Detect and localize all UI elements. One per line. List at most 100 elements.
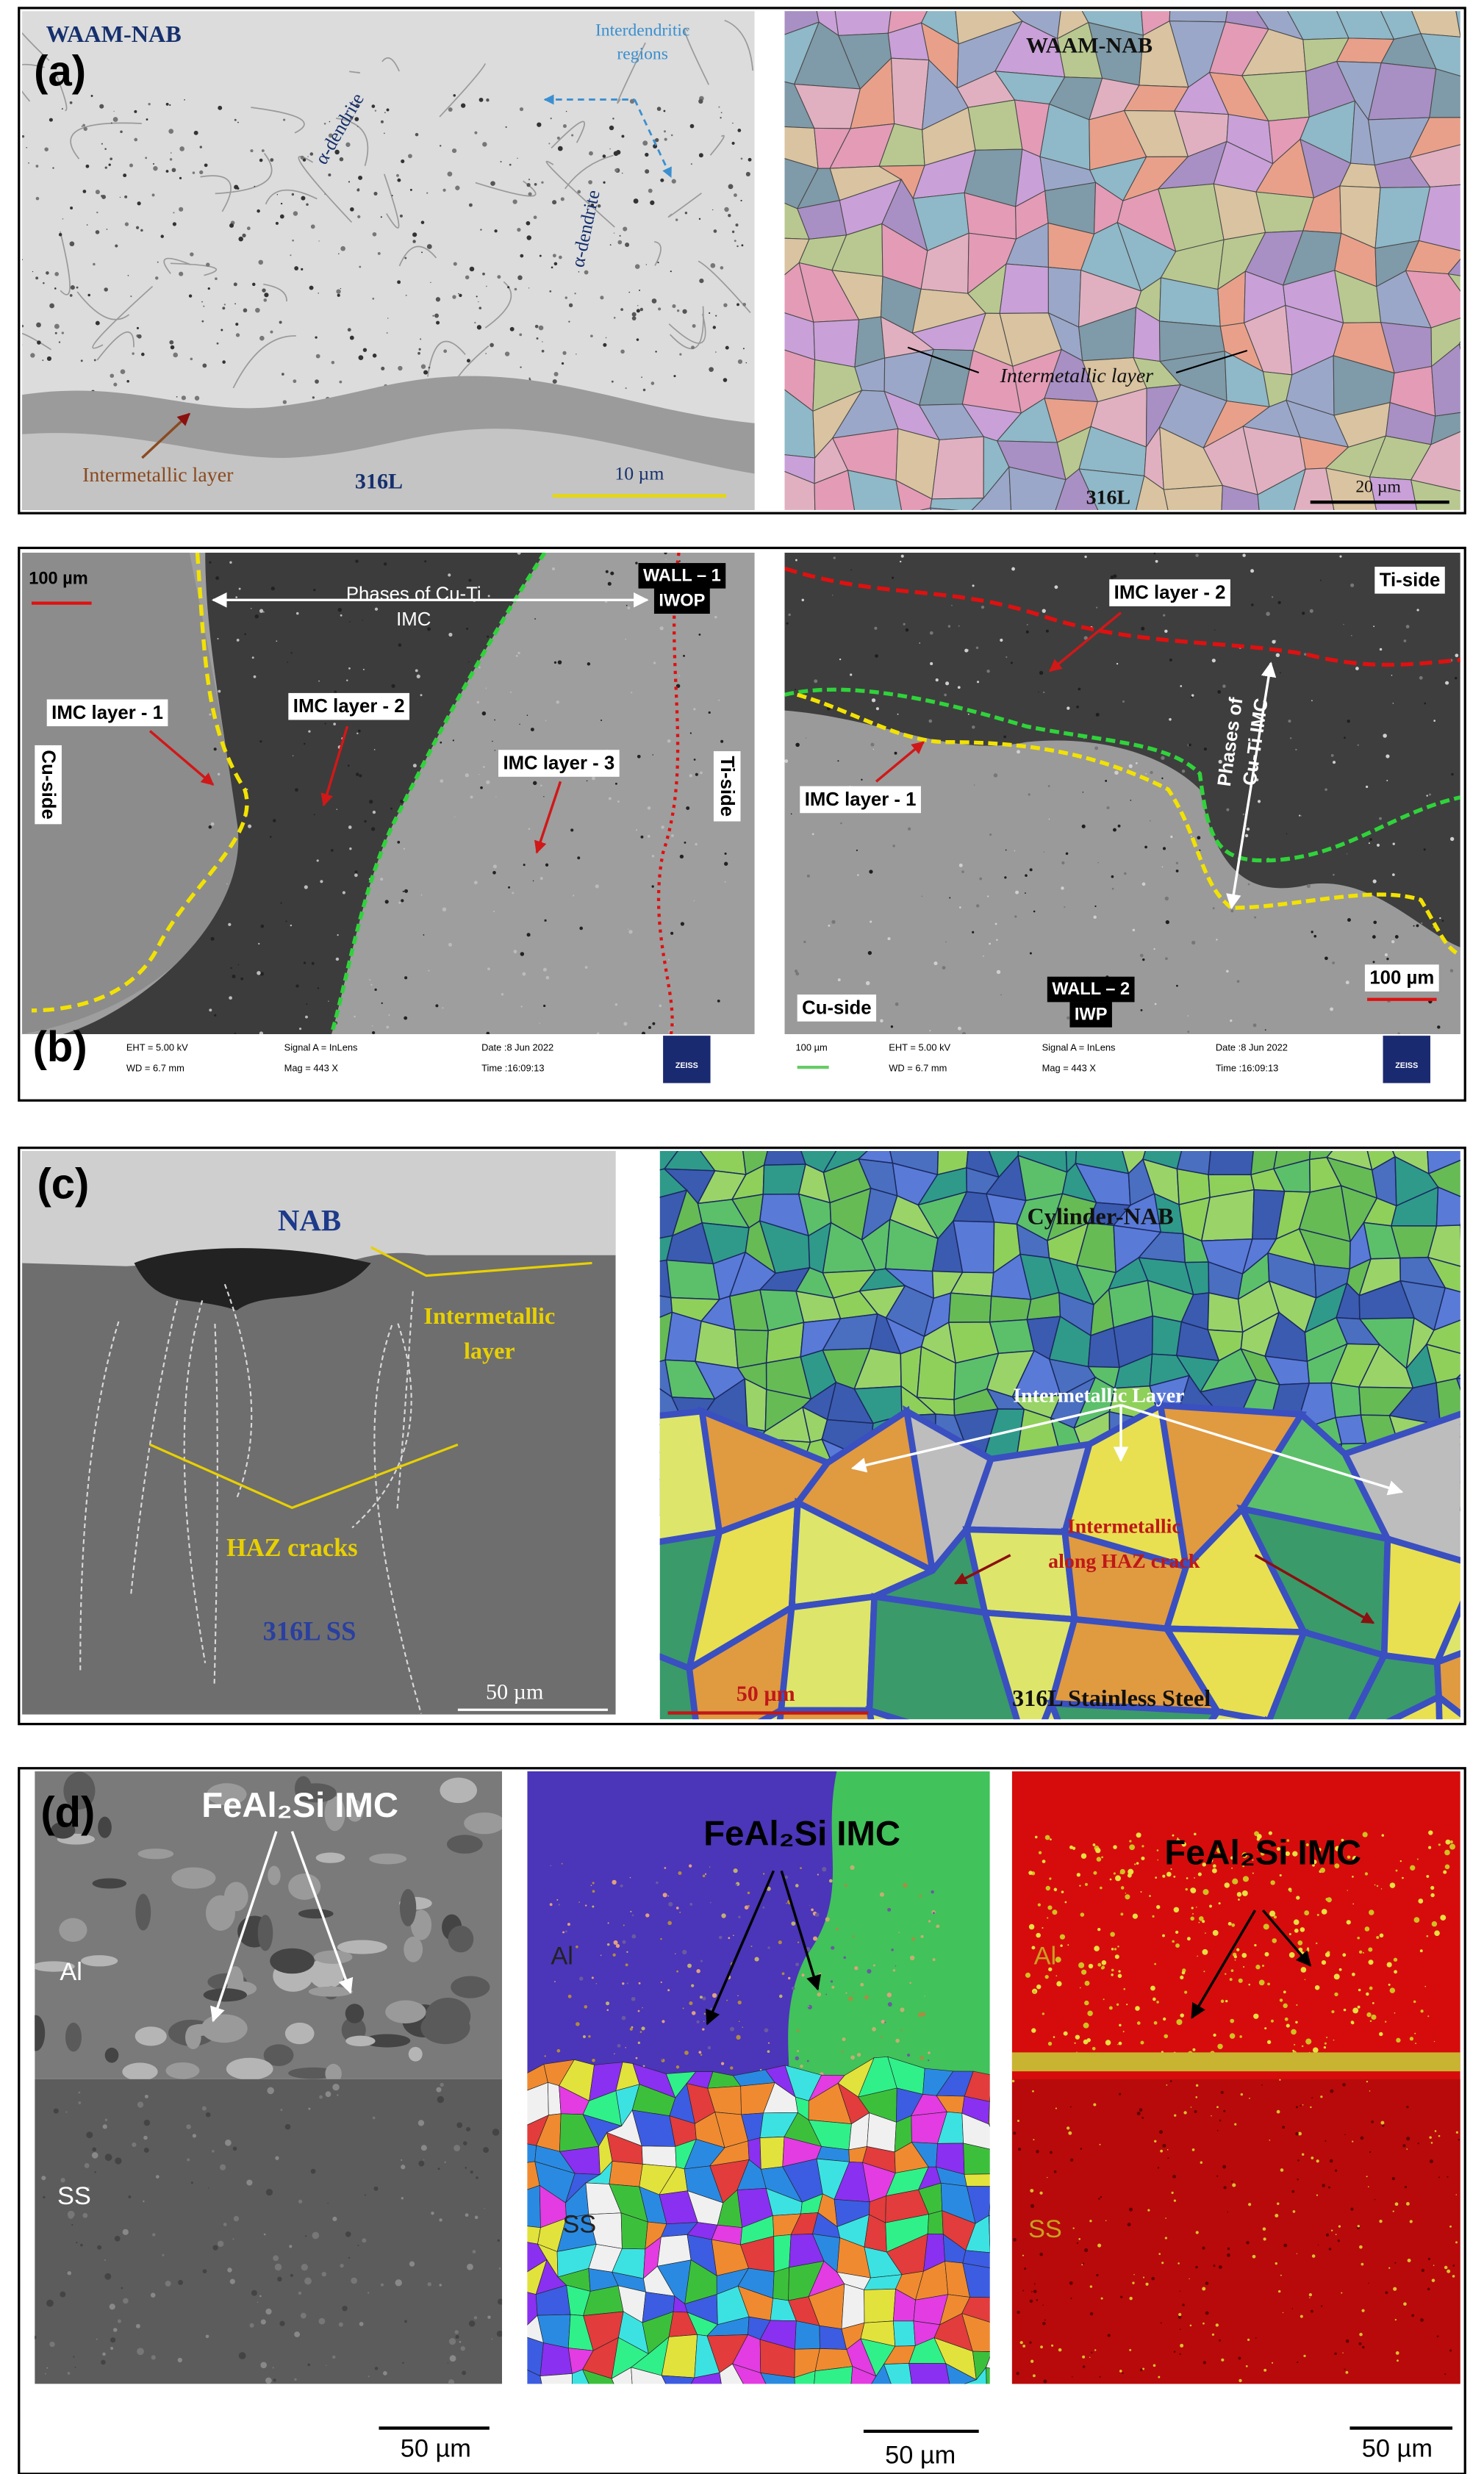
speck — [311, 961, 315, 965]
grain — [1294, 467, 1335, 510]
grain — [795, 2320, 820, 2350]
speck — [1055, 1889, 1057, 1892]
speck — [508, 886, 511, 889]
speck — [1334, 1992, 1338, 1997]
speck — [1394, 2318, 1397, 2321]
speck — [179, 176, 182, 179]
speck — [551, 567, 556, 571]
grain — [1078, 468, 1145, 510]
grain — [314, 1950, 353, 1964]
speck — [402, 890, 404, 892]
speck — [764, 2028, 769, 2033]
speck — [1234, 2123, 1237, 2126]
speck — [290, 652, 293, 654]
speck — [1252, 1872, 1254, 1874]
image-label: IWP — [1075, 1005, 1108, 1024]
speck — [123, 2298, 129, 2304]
speck — [625, 604, 628, 606]
speck — [295, 612, 299, 615]
grain — [410, 1910, 432, 1940]
speck — [1275, 653, 1280, 658]
speck — [734, 193, 737, 197]
speck — [1217, 690, 1222, 694]
speck — [884, 2021, 886, 2023]
speck — [1119, 1873, 1121, 1874]
speck — [1263, 2368, 1267, 2372]
speck — [337, 608, 342, 612]
speck — [870, 742, 875, 747]
grain — [1466, 429, 1484, 494]
speck — [467, 2263, 473, 2270]
speck — [973, 784, 975, 786]
speck — [1438, 2134, 1441, 2137]
speck — [578, 271, 580, 273]
speck — [1190, 1887, 1197, 1893]
speck — [1374, 2198, 1376, 2201]
speck — [1311, 700, 1313, 702]
label-box — [797, 994, 877, 1022]
speck — [841, 2051, 844, 2053]
speck — [1078, 1962, 1085, 1968]
speck — [212, 2245, 218, 2251]
speck — [1180, 2343, 1184, 2348]
speck — [232, 2146, 237, 2151]
speck — [1101, 1856, 1104, 1859]
speck — [1379, 817, 1382, 820]
speck — [220, 2164, 226, 2170]
speck — [530, 728, 534, 732]
speck — [831, 1985, 835, 1989]
speck — [448, 2337, 456, 2345]
speck — [1124, 872, 1127, 875]
speck — [1140, 2040, 1144, 2045]
speck — [1147, 2209, 1150, 2212]
speck — [526, 220, 531, 226]
speck — [684, 841, 687, 844]
speck — [1304, 1910, 1310, 1915]
speck — [152, 162, 154, 165]
speck — [689, 732, 692, 734]
speck — [1444, 1864, 1450, 1870]
image-label: 100 µm — [1369, 968, 1434, 989]
speck — [313, 588, 316, 592]
speck — [1293, 1919, 1300, 1926]
speck — [1111, 1973, 1114, 1976]
speck — [1334, 1863, 1340, 1869]
speck — [1333, 761, 1336, 764]
speck — [312, 396, 315, 399]
speck — [212, 2150, 215, 2153]
speck — [856, 849, 859, 852]
image-label: EHT = 5.00 kV — [126, 1042, 188, 1053]
boundary — [634, 98, 673, 178]
speck — [466, 628, 469, 631]
grain — [464, 1812, 503, 1835]
speck — [704, 1873, 707, 1875]
speck — [682, 2007, 684, 2009]
arrow — [148, 730, 215, 786]
speck — [468, 203, 473, 207]
speck — [474, 321, 476, 324]
speck — [1286, 2023, 1290, 2028]
speck — [1406, 2106, 1409, 2109]
speck — [1082, 2365, 1086, 2368]
label-box — [35, 745, 62, 825]
speck — [1101, 1965, 1105, 1969]
speck — [613, 317, 616, 319]
speck — [1195, 2096, 1198, 2098]
speck — [321, 2271, 326, 2277]
speck — [168, 129, 174, 134]
speck — [1415, 2043, 1417, 2045]
speck — [1386, 754, 1390, 759]
speck — [172, 222, 176, 226]
speck — [1264, 2027, 1267, 2030]
speck — [157, 261, 159, 263]
image-label: 316L — [355, 468, 403, 493]
speck — [1369, 2090, 1371, 2092]
speck — [1300, 1927, 1305, 1932]
speck — [1386, 1962, 1392, 1968]
boundary — [381, 57, 400, 72]
boundary — [263, 283, 287, 302]
speck — [1039, 670, 1044, 675]
speck — [731, 230, 735, 234]
speck — [1014, 915, 1017, 918]
speck — [519, 723, 520, 725]
